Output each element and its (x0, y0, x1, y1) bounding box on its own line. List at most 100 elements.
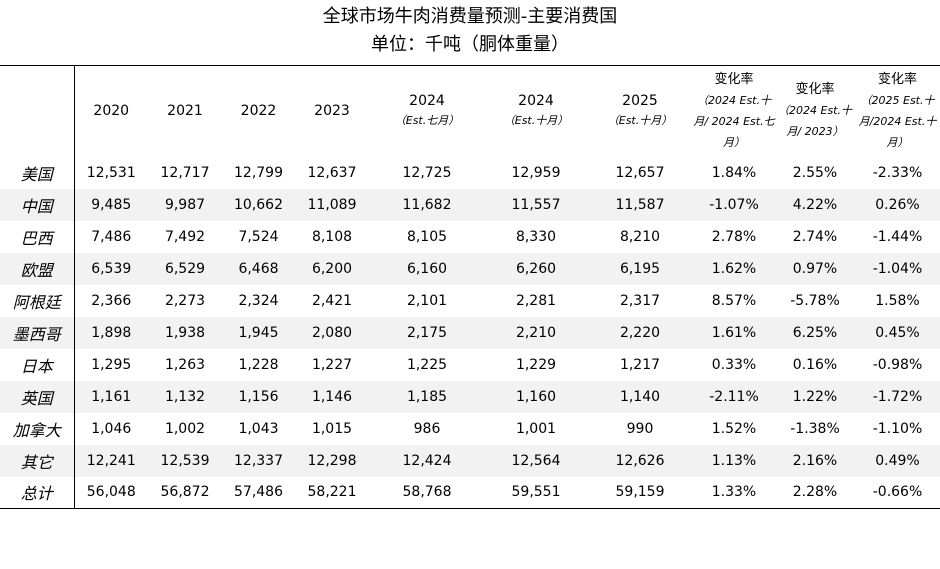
table-cell: 59,159 (587, 476, 693, 509)
row-country: 美国 (0, 156, 75, 189)
table-cell: 11,587 (615, 196, 665, 213)
table-cell: 1,043 (238, 420, 279, 437)
table-cell: 1,015 (311, 420, 353, 437)
table-cell: 12,717 (160, 164, 210, 181)
table-cell: 990 (626, 420, 654, 437)
header-cell: 变化率 （2024 Est.十月/ 2023） (775, 65, 855, 157)
table-cell: 11,682 (402, 196, 452, 213)
table-cell: 0.33% (711, 356, 757, 373)
table-cell: 1,263 (164, 356, 206, 373)
table-cell: 10,662 (234, 196, 283, 213)
table-row: 阿根廷 2,366 2,273 2,324 2,421 2,101 2,281 2,317 8.… (0, 284, 940, 317)
header-cell: 2020 (74, 65, 148, 157)
table-cell: 58,221 (295, 476, 369, 509)
header-label: 2023 (314, 103, 350, 120)
header-label: 变化率 (877, 71, 917, 87)
row-country: 巴西 (0, 220, 75, 253)
table-cell: 57,486 (222, 476, 295, 509)
header-cell: 2023 (295, 65, 369, 157)
header-cell: 2021 (148, 65, 222, 157)
header-row: 2020 2021 2022 2023 2024 （Est.七月） 2024 （Es… (0, 65, 940, 157)
table-cell: 1.22% (792, 388, 838, 405)
table-subtitle: 单位：千吨（胴体重量） (371, 34, 569, 55)
table-cell: 6,539 (91, 260, 132, 277)
table-cell: 7,524 (238, 228, 279, 245)
table-cell: 6,200 (311, 260, 353, 277)
table-cell: 1.62% (711, 260, 757, 277)
table-cell: 7,486 (91, 228, 132, 245)
table-cell: 2,421 (311, 292, 353, 309)
header-cell: 2022 (222, 65, 295, 157)
header-label: 2025 (622, 93, 658, 110)
header-label: 变化率 (795, 82, 835, 98)
table-cell: 56,872 (148, 476, 222, 509)
table-row: 加拿大 1,046 1,002 1,043 1,015 986 1,001 990 1.52% -… (0, 412, 940, 445)
header-corner (0, 65, 75, 157)
table-cell: -1.44% (872, 228, 923, 245)
table-cell: -1.38% (790, 420, 840, 437)
table-cell: 1.84% (711, 164, 757, 181)
table-cell: 12,241 (86, 452, 136, 469)
table-cell: 1,225 (406, 356, 448, 373)
table-title: 全球市场牛肉消费量预测-主要消费国 (322, 6, 618, 27)
header-label: 2021 (167, 103, 203, 120)
table-cell: 1,046 (91, 420, 132, 437)
table-row: 欧盟 6,539 6,529 6,468 6,200 6,160 6,260 6,195 1.6… (0, 252, 940, 285)
table-cell: 2.16% (792, 452, 838, 469)
table-row: 英国 1,161 1,132 1,156 1,146 1,185 1,160 1,140 -2.… (0, 380, 940, 413)
header-cell: 2025 （Est.十月） (587, 65, 693, 157)
table-cell: 12,657 (615, 164, 665, 181)
table-cell: 1.61% (711, 324, 757, 341)
table-cell: 12,637 (307, 164, 357, 181)
table-cell: 6,529 (164, 260, 206, 277)
table-cell: 1,185 (406, 388, 448, 405)
table-row: 美国 12,531 12,717 12,799 12,637 12,725 12,959 12… (0, 156, 940, 189)
row-country: 欧盟 (0, 252, 75, 285)
table-cell: 56,048 (74, 476, 148, 509)
table-cell: 6.25% (792, 324, 838, 341)
header-sublabel: （Est.十月） (503, 114, 569, 128)
table-cell: 1.33% (693, 476, 775, 509)
table-cell: 9,485 (91, 196, 132, 213)
table-row: 日本 1,295 1,263 1,228 1,227 1,225 1,229 1,217 0.3… (0, 348, 940, 381)
row-country: 其它 (0, 444, 75, 477)
header-sublabel: （2024 Est.十月/ 2023） (778, 104, 852, 139)
row-country: 英国 (0, 380, 75, 413)
table-cell: 12,959 (511, 164, 561, 181)
table-cell: 2,281 (515, 292, 557, 309)
table-row: 总计 56,048 56,872 57,486 58,221 58,768 59,551 59… (0, 476, 940, 509)
table-cell: 1,161 (91, 388, 132, 405)
header-label: 2024 (409, 93, 445, 110)
table-cell: 11,089 (307, 196, 357, 213)
header-sublabel: （Est.十月） (607, 114, 673, 128)
table-cell: 1.52% (711, 420, 757, 437)
header-cell: 变化率 （2025 Est.十月/2024 Est.十月） (855, 65, 940, 157)
table-cell: -2.33% (872, 164, 923, 181)
table-body: 美国 12,531 12,717 12,799 12,637 12,725 12,959 12… (0, 156, 940, 509)
table-row: 中国 9,485 9,987 10,662 11,089 11,682 11,557 11,5… (0, 188, 940, 221)
table-cell: 11,557 (511, 196, 561, 213)
table-cell: 2,317 (619, 292, 661, 309)
table-cell: 0.49% (875, 452, 920, 469)
table-cell: 12,298 (307, 452, 357, 469)
table-cell: 59,551 (485, 476, 587, 509)
row-country: 阿根廷 (0, 284, 75, 317)
table-cell: 12,626 (615, 452, 665, 469)
table-cell: 1,898 (91, 324, 132, 341)
table-cell: 8,210 (619, 228, 661, 245)
table-cell: 8,105 (406, 228, 448, 245)
table-cell: 1,156 (238, 388, 279, 405)
table-cell: 1,295 (91, 356, 132, 373)
row-country: 总计 (0, 476, 75, 509)
table-cell: 2,273 (164, 292, 206, 309)
table-cell: 1,160 (515, 388, 557, 405)
row-country: 墨西哥 (0, 316, 75, 349)
table-cell: 12,424 (402, 452, 452, 469)
table-cell: 0.97% (792, 260, 838, 277)
table-cell: 8.57% (711, 292, 757, 309)
header-sublabel: （2025 Est.十月/2024 Est.十月） (858, 93, 937, 149)
table-cell: 6,160 (406, 260, 448, 277)
row-country: 加拿大 (0, 412, 75, 445)
table-cell: -2.11% (709, 388, 759, 405)
table-cell: 2,210 (515, 324, 557, 341)
